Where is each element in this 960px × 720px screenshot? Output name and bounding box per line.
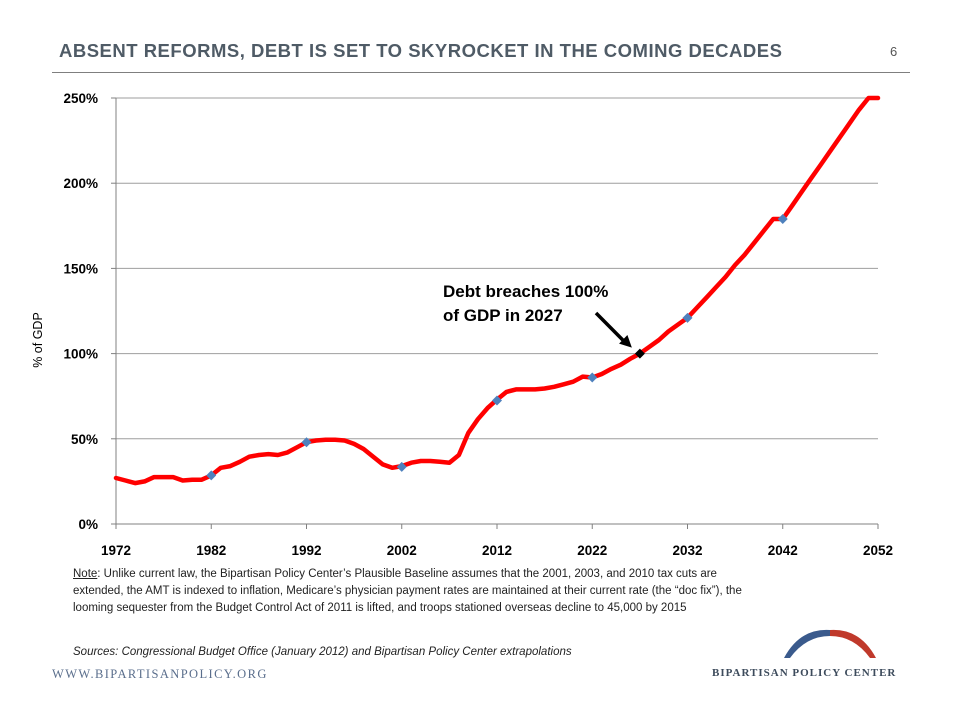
- x-tick-label: 1972: [101, 543, 131, 558]
- annotation-line-2: of GDP in 2027: [443, 306, 563, 325]
- y-axis-label: % of GDP: [31, 312, 45, 368]
- x-tick-label: 2032: [672, 543, 702, 558]
- y-tick-label: 150%: [63, 261, 98, 276]
- x-tick-label: 2022: [577, 543, 607, 558]
- debt-chart: 0% 50% 100% 150% 200% 250% 1972 1982 1992 2002 20…: [31, 91, 893, 558]
- page-number: 6: [890, 44, 898, 59]
- y-tick-label: 50%: [71, 432, 98, 447]
- y-tick-label: 250%: [63, 91, 98, 106]
- x-tick-label: 2012: [482, 543, 512, 558]
- x-tick-label: 2002: [387, 543, 417, 558]
- annotation-arrow: [594, 311, 628, 345]
- data-point-marker: [301, 437, 312, 448]
- data-point-marker: [396, 461, 407, 472]
- note-label: Note: [73, 568, 98, 580]
- website-link[interactable]: WWW.BIPARTISANPOLICY.ORG: [52, 667, 268, 681]
- gridlines: [116, 97, 878, 440]
- y-tick-label: 0%: [78, 517, 98, 532]
- x-tick-label: 2042: [768, 543, 798, 558]
- title-divider: [52, 72, 910, 73]
- data-point-marker: [206, 470, 217, 481]
- data-point-marker: [587, 372, 598, 383]
- chart-sources: Sources: Congressional Budget Office (Ja…: [73, 646, 572, 658]
- annotation: Debt breaches 100% of GDP in 2027: [443, 282, 632, 348]
- data-point-marker: [634, 348, 645, 359]
- logo-wordmark: BIPARTISAN POLICY CENTER: [712, 667, 897, 679]
- x-tick-label: 1992: [291, 543, 321, 558]
- note-text: : Unlike current law, the Bipartisan Pol…: [73, 568, 742, 614]
- bpc-logo-icon: [784, 629, 876, 658]
- data-markers: [206, 213, 788, 481]
- annotation-arrowhead: [619, 334, 632, 348]
- x-tick-label: 1982: [196, 543, 226, 558]
- y-tick-label: 200%: [63, 176, 98, 191]
- data-point-marker: [492, 395, 502, 406]
- axes: [111, 97, 879, 529]
- chart-note: Note: Unlike current law, the Bipartisan…: [73, 566, 763, 617]
- data-point-marker: [777, 213, 788, 224]
- data-point-marker: [682, 312, 693, 323]
- y-tick-label: 100%: [63, 347, 98, 362]
- x-tick-label: 2052: [863, 543, 893, 558]
- x-tick-labels: 1972 1982 1992 2002 2012 2022 2032 2042 2052: [101, 543, 893, 558]
- slide-title: ABSENT REFORMS, DEBT IS SET TO SKYROCKET…: [59, 40, 783, 61]
- annotation-line-1: Debt breaches 100%: [443, 282, 608, 301]
- y-tick-labels: 0% 50% 100% 150% 200% 250%: [63, 91, 98, 532]
